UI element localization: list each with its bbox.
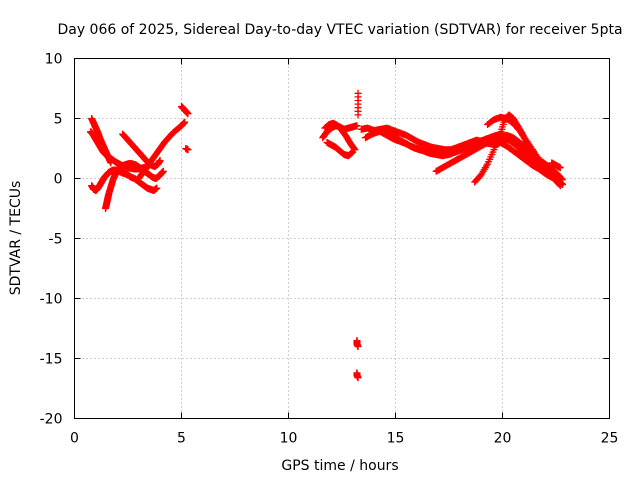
- y-tick-label: -15: [40, 352, 63, 368]
- axis-ticks: [74, 58, 610, 419]
- y-tick-label: 0: [54, 172, 63, 188]
- x-tick-label: 0: [70, 431, 79, 447]
- series-arc-b: [88, 115, 115, 167]
- series-arc-t: [484, 113, 566, 188]
- x-axis-label: GPS time / hours: [281, 458, 398, 474]
- y-tick-label: -10: [40, 292, 63, 308]
- data-point: [153, 184, 161, 192]
- data-points: [87, 89, 566, 382]
- series-arc-d: [102, 160, 167, 212]
- x-tick-label: 10: [280, 431, 298, 447]
- y-tick-label: -20: [40, 412, 63, 428]
- x-tick-label: 15: [387, 431, 405, 447]
- y-tick-label: 10: [45, 52, 63, 68]
- data-point: [354, 343, 362, 350]
- data-point: [184, 146, 192, 154]
- grid-lines: [74, 58, 610, 419]
- series-arc-l: [354, 89, 362, 119]
- data-point: [556, 164, 564, 172]
- series-arc-u: [548, 159, 564, 172]
- data-point: [558, 180, 566, 188]
- series-arc-j: [321, 119, 359, 154]
- x-tick-label: 20: [494, 431, 512, 447]
- data-point: [354, 111, 362, 119]
- y-axis-label: SDTVAR / TECUs: [8, 181, 24, 296]
- series-arc-k: [323, 139, 357, 160]
- series-arc-m: [353, 337, 362, 350]
- x-tick-labels: 0 5 10 15 20 25: [70, 431, 618, 447]
- data-point: [350, 145, 358, 153]
- data-point: [156, 157, 164, 164]
- data-point: [353, 122, 361, 130]
- data-point: [557, 179, 565, 187]
- series-arc-e: [119, 130, 164, 170]
- series-arc-g: [178, 103, 192, 118]
- data-point: [184, 110, 192, 118]
- x-tick-label: 5: [177, 431, 186, 447]
- series-arc-c: [88, 166, 161, 194]
- y-tick-labels: -20 -15 -10 -5 0 5 10: [40, 52, 63, 428]
- data-point: [349, 148, 357, 156]
- series-arc-h: [182, 145, 192, 154]
- x-tick-label: 25: [601, 431, 619, 447]
- y-tick-label: 5: [54, 112, 63, 128]
- data-point: [159, 167, 167, 175]
- data-point: [558, 181, 566, 188]
- series-arc-n: [353, 369, 362, 382]
- data-point: [107, 159, 115, 167]
- data-point: [354, 374, 362, 382]
- data-point: [181, 118, 189, 126]
- y-tick-label: -5: [49, 232, 63, 248]
- series-arc-f: [135, 118, 189, 182]
- chart-title: Day 066 of 2025, Sidereal Day-to-day VTE…: [57, 22, 622, 38]
